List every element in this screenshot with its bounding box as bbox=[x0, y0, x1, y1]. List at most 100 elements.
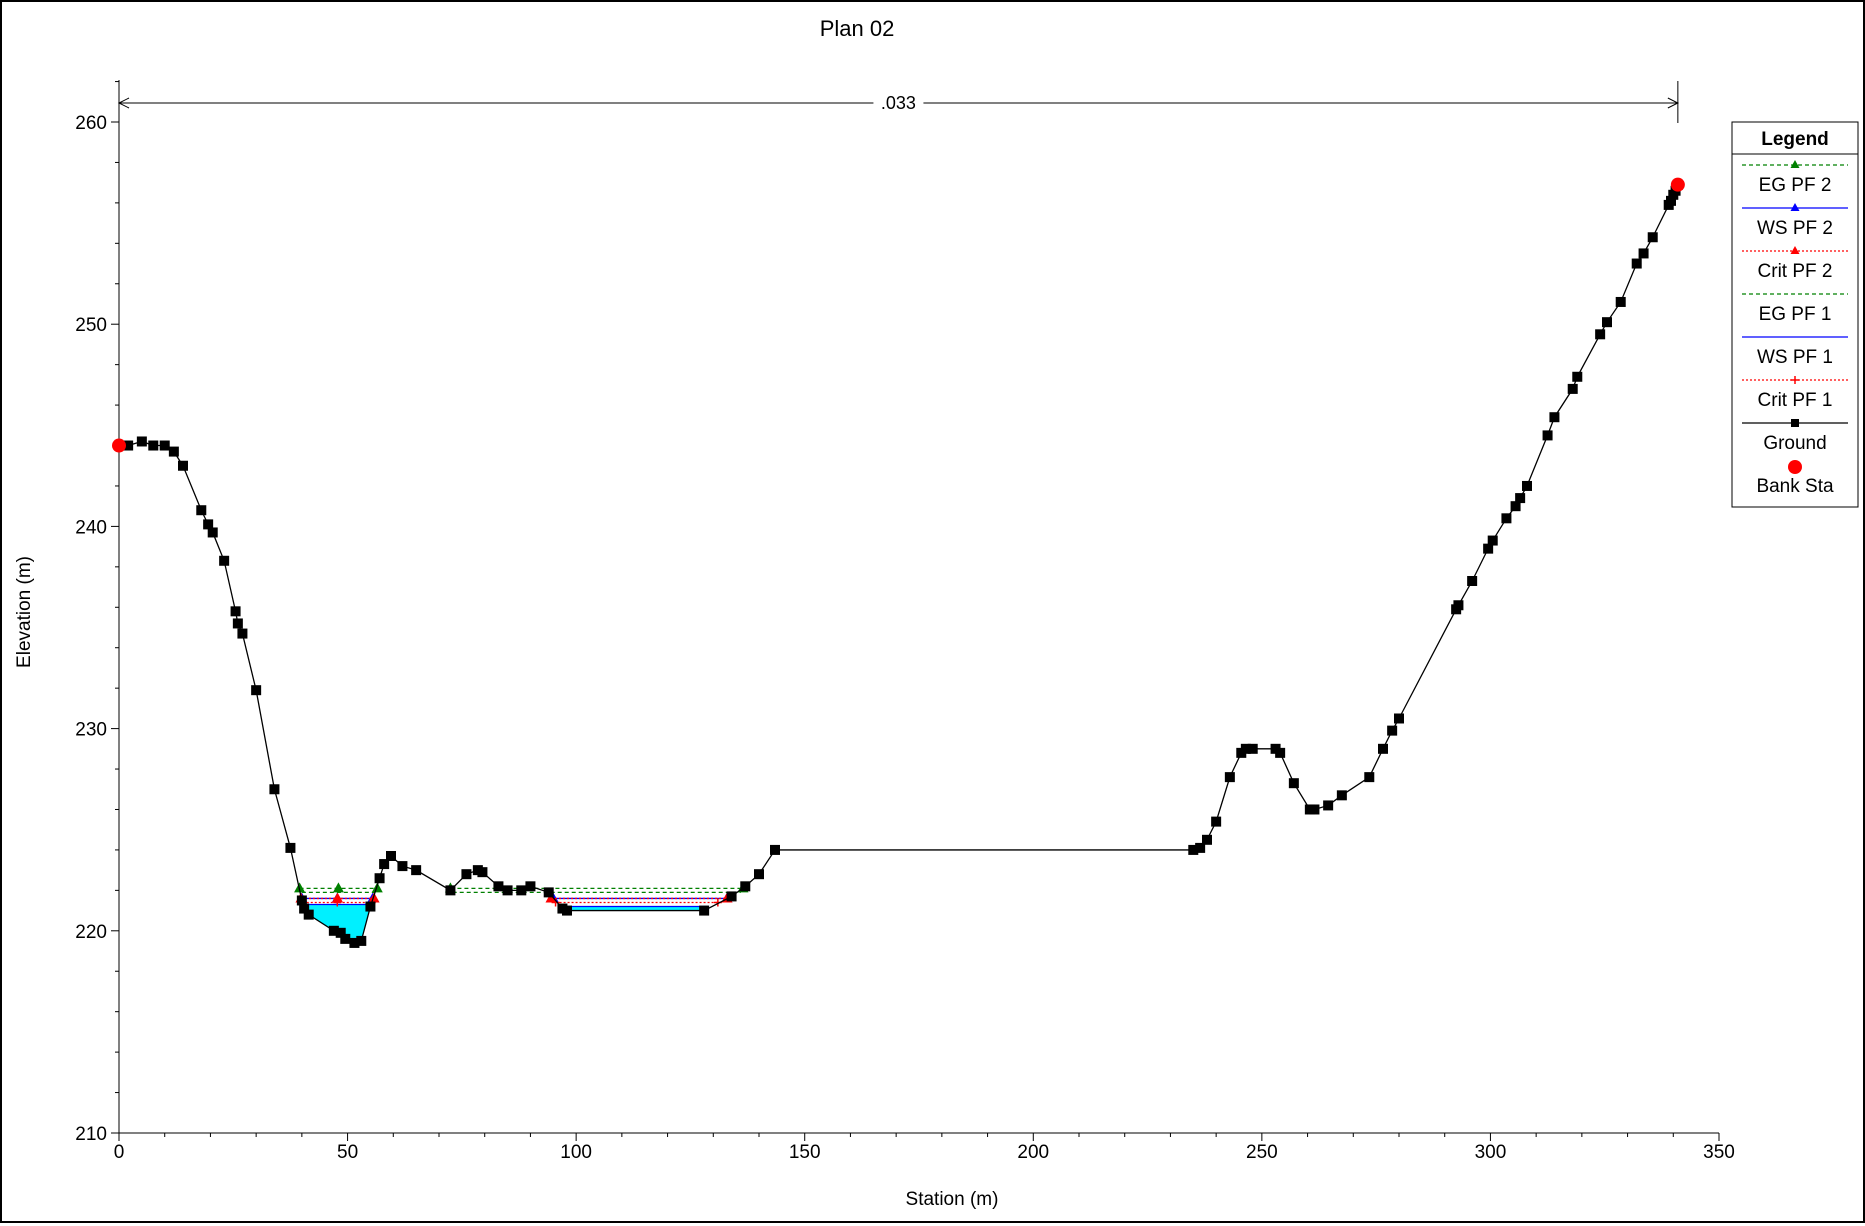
x-axis-label: Station (m) bbox=[906, 1189, 999, 1210]
x-tick-label: 50 bbox=[337, 1142, 358, 1163]
ground-point bbox=[1501, 513, 1512, 524]
legend-item: WS PF 2 bbox=[1742, 203, 1848, 239]
x-ticks: 0 50 100 150 200 250 300 350 bbox=[114, 1133, 1735, 1163]
legend-marker bbox=[1790, 246, 1800, 254]
ground-point bbox=[386, 850, 396, 861]
ground-point bbox=[411, 865, 422, 876]
ground-point bbox=[516, 885, 527, 896]
legend-item: Bank Sta bbox=[1756, 460, 1834, 497]
x-tick-label: 250 bbox=[1246, 1142, 1278, 1163]
series-ws-pf-2 bbox=[296, 892, 733, 903]
x-tick-label: 0 bbox=[114, 1142, 125, 1163]
ground-point bbox=[1247, 743, 1258, 754]
series-marker bbox=[545, 892, 557, 903]
series-marker bbox=[332, 892, 344, 903]
ground-point bbox=[178, 460, 188, 471]
ground-point bbox=[379, 859, 390, 870]
water-fill-area bbox=[301, 904, 373, 943]
ground-point bbox=[1510, 501, 1521, 512]
ground-point bbox=[230, 606, 241, 617]
ground-point bbox=[296, 895, 307, 906]
legend-label: EG PF 1 bbox=[1759, 304, 1832, 325]
ground-point bbox=[207, 527, 218, 538]
legend-marker bbox=[1790, 203, 1800, 211]
ground-point bbox=[699, 905, 710, 916]
ground-point bbox=[349, 937, 360, 948]
x-tick-label: 100 bbox=[560, 1142, 592, 1163]
ground-point bbox=[525, 881, 536, 892]
series-marker bbox=[332, 882, 344, 893]
ground-point bbox=[1666, 195, 1676, 206]
ground-point bbox=[1288, 778, 1299, 789]
water-fill bbox=[301, 904, 707, 943]
ground-point bbox=[159, 440, 170, 451]
ground-point bbox=[1323, 800, 1334, 811]
bank-station-series bbox=[112, 177, 1685, 453]
y-tick-label: 230 bbox=[75, 720, 107, 741]
ground-point bbox=[340, 933, 351, 944]
ground-point bbox=[1309, 804, 1320, 815]
ground-point bbox=[237, 628, 248, 639]
legend-label: Crit PF 2 bbox=[1758, 261, 1833, 282]
ground-point bbox=[196, 505, 207, 516]
y-axis-label: Elevation (m) bbox=[14, 556, 35, 668]
ground-point bbox=[136, 436, 147, 447]
ground-point bbox=[1567, 383, 1578, 394]
ground-point bbox=[251, 685, 262, 696]
legend-label: Crit PF 1 bbox=[1758, 390, 1833, 411]
y-tick-label: 240 bbox=[75, 517, 107, 538]
y-ticks: 210 220 230 240 250 260 bbox=[75, 81, 119, 1145]
axes: 0 50 100 150 200 250 300 350 210 220 230 240 250 260 bbox=[75, 80, 1735, 1163]
ground-point bbox=[502, 885, 513, 896]
y-tick-label: 250 bbox=[75, 315, 107, 336]
ground-point bbox=[1394, 713, 1404, 724]
ground-point bbox=[1387, 725, 1398, 736]
series-crit-pf-2 bbox=[295, 892, 733, 903]
ground-point bbox=[1542, 430, 1553, 441]
ground-point bbox=[299, 903, 310, 914]
ground-point bbox=[269, 784, 280, 795]
ground-series bbox=[114, 179, 1683, 948]
ground-point bbox=[1487, 535, 1498, 546]
manning-arrowhead-right bbox=[1667, 97, 1679, 109]
x-tick-label: 300 bbox=[1475, 1142, 1507, 1163]
legend-item: WS PF 1 bbox=[1742, 336, 1848, 368]
ground-point bbox=[1188, 844, 1199, 855]
ground-point bbox=[1549, 412, 1560, 423]
legend-marker bbox=[1788, 460, 1802, 474]
ground-point bbox=[1202, 834, 1212, 845]
legend-label: EG PF 2 bbox=[1759, 175, 1832, 196]
ground-point bbox=[1240, 743, 1251, 754]
ground-point bbox=[1364, 772, 1375, 783]
ground-point bbox=[726, 891, 737, 902]
ground-point bbox=[232, 618, 243, 629]
ground-point bbox=[203, 519, 214, 530]
series-marker bbox=[333, 898, 342, 907]
ground-point bbox=[1275, 747, 1286, 758]
ground-point bbox=[1647, 232, 1658, 243]
ground-point bbox=[365, 901, 376, 912]
legend-box bbox=[1731, 121, 1859, 508]
ground-point bbox=[1631, 258, 1642, 269]
manning-arrowhead-left bbox=[117, 97, 130, 109]
x-tick-label: 350 bbox=[1703, 1142, 1735, 1163]
ground-point bbox=[543, 887, 554, 898]
ground-point bbox=[356, 935, 367, 946]
ground-point bbox=[123, 440, 134, 451]
legend-item: Crit PF 2 bbox=[1742, 246, 1848, 282]
ground-point bbox=[168, 446, 179, 457]
legend-label: Ground bbox=[1763, 433, 1826, 454]
legend-label: Bank Sta bbox=[1756, 476, 1834, 497]
y-tick-label: 260 bbox=[75, 113, 107, 134]
ground-point bbox=[1483, 543, 1494, 554]
ground-point bbox=[148, 440, 159, 451]
ground-point bbox=[397, 861, 408, 872]
ground-point bbox=[328, 925, 339, 936]
ground-point bbox=[562, 905, 572, 916]
ground-point bbox=[1467, 575, 1478, 586]
ground-point bbox=[1522, 480, 1532, 491]
ground-point bbox=[1615, 296, 1626, 307]
legend-item: EG PF 1 bbox=[1742, 293, 1848, 325]
legend-label: WS PF 2 bbox=[1757, 218, 1833, 239]
